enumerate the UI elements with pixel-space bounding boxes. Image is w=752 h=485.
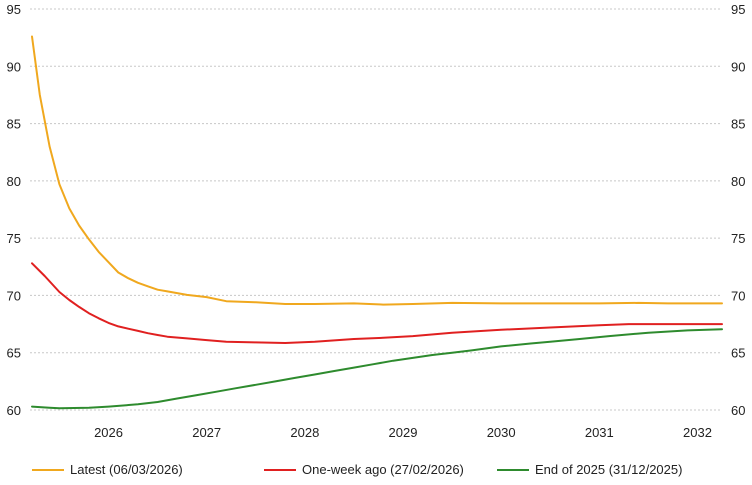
y-tick-label-right: 95	[731, 2, 745, 17]
y-tick-label-left: 80	[7, 174, 21, 189]
y-tick-label-left: 95	[7, 2, 21, 17]
x-tick-label: 2030	[487, 425, 516, 440]
y-tick-label-left: 65	[7, 346, 21, 361]
x-tick-label: 2027	[192, 425, 221, 440]
y-tick-label-left: 90	[7, 59, 21, 74]
legend-swatch	[32, 468, 64, 471]
y-tick-label-left: 85	[7, 117, 21, 132]
right-y-axis: 60 65 70 75 80 85 90 95	[731, 2, 745, 418]
series-line	[31, 262, 723, 344]
x-tick-label: 2028	[290, 425, 319, 440]
legend-swatch	[497, 468, 529, 471]
legend-label: End of 2025 (31/12/2025)	[535, 462, 683, 477]
grid-lines	[30, 8, 722, 411]
y-tick-label-right: 60	[731, 403, 745, 418]
series-line	[31, 35, 723, 306]
y-tick-label-right: 75	[731, 231, 745, 246]
y-tick-label-left: 60	[7, 403, 21, 418]
y-tick-label-right: 65	[731, 346, 745, 361]
legend-item: One-week ago (27/02/2026)	[264, 462, 464, 477]
legend-item: End of 2025 (31/12/2025)	[497, 462, 682, 477]
legend-label: Latest (06/03/2026)	[70, 462, 183, 477]
x-tick-label: 2032	[683, 425, 712, 440]
y-tick-label-right: 80	[731, 174, 745, 189]
legend: Latest (06/03/2026) One-week ago (27/02/2…	[0, 462, 752, 484]
legend-item: Latest (06/03/2026)	[32, 462, 183, 477]
legend-swatch	[264, 468, 296, 471]
y-tick-label-left: 75	[7, 231, 21, 246]
left-y-axis: 60 65 70 75 80 85 90 95	[7, 2, 21, 418]
series-lines	[31, 35, 723, 410]
x-tick-label: 2026	[94, 425, 123, 440]
y-tick-label-left: 70	[7, 288, 21, 303]
x-tick-label: 2029	[389, 425, 418, 440]
y-tick-label-right: 70	[731, 288, 745, 303]
x-tick-label: 2031	[585, 425, 614, 440]
x-axis: 2026 2027 2028 2029 2030 2031 2032	[94, 425, 712, 440]
legend-label: One-week ago (27/02/2026)	[302, 462, 464, 477]
series-line	[31, 328, 723, 410]
y-tick-label-right: 85	[731, 117, 745, 132]
y-tick-label-right: 90	[731, 59, 745, 74]
